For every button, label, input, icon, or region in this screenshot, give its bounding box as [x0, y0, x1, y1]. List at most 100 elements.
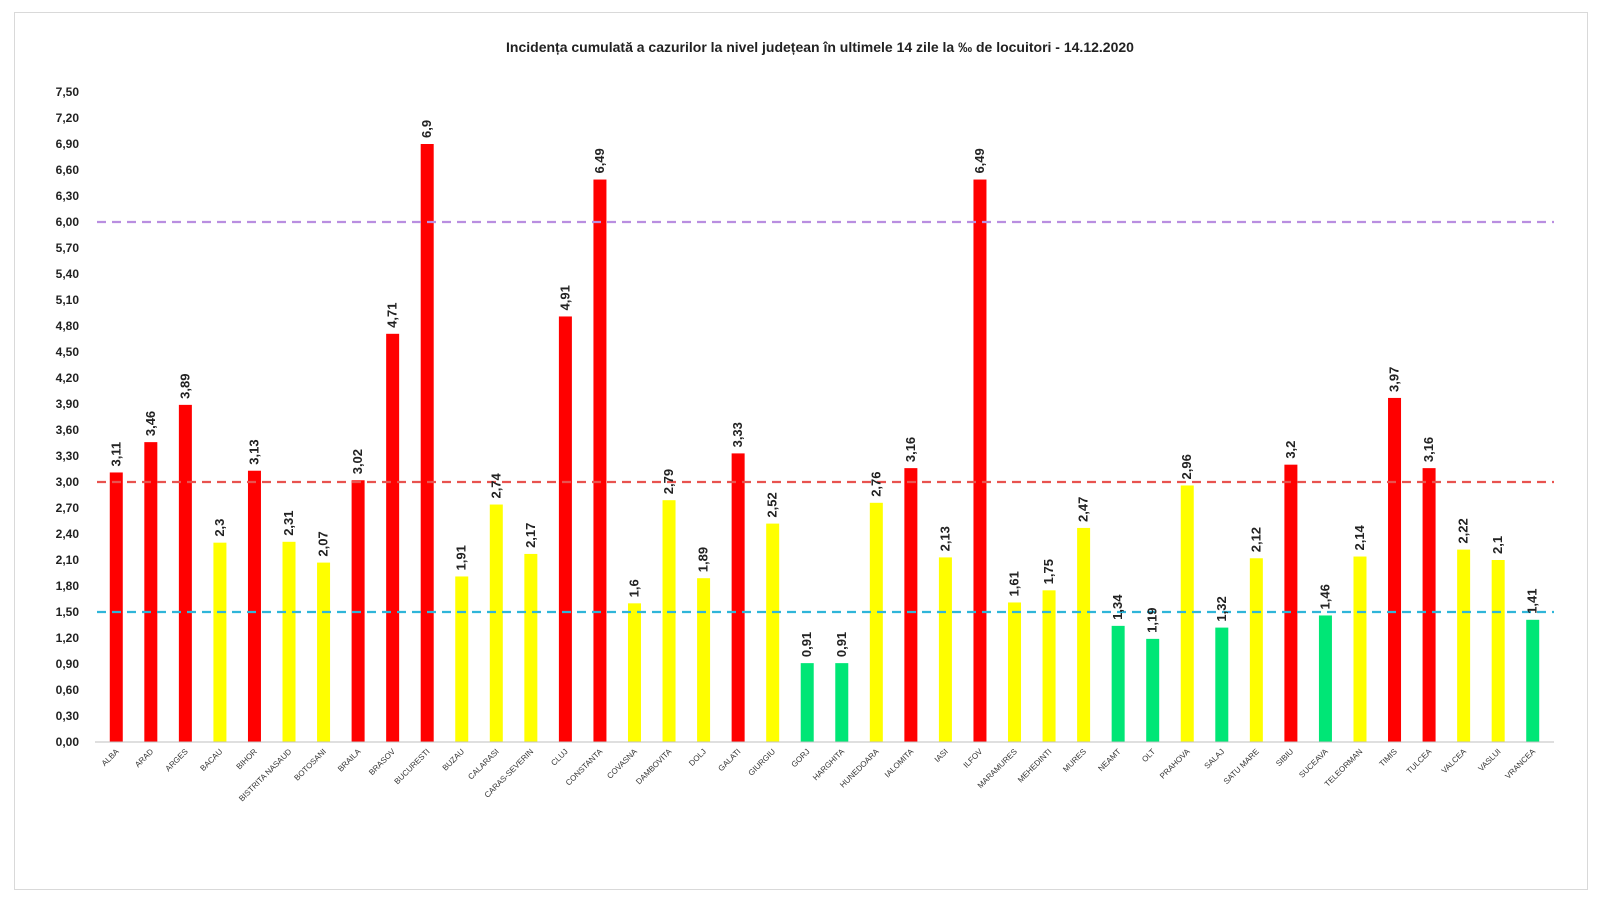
x-tick-label: SIBIU — [1274, 747, 1295, 768]
data-label: 1,19 — [1145, 608, 1160, 633]
x-tick-label: ALBA — [100, 747, 121, 768]
bar-suceava — [1318, 615, 1332, 742]
data-label: 3,16 — [903, 437, 918, 462]
y-tick-label: 2,70 — [56, 501, 80, 515]
data-label: 2,1 — [1490, 536, 1505, 554]
data-label: 1,61 — [1007, 571, 1022, 596]
data-label: 3,16 — [1421, 437, 1436, 462]
x-tick-label: GORJ — [790, 747, 812, 769]
data-label: 3,89 — [177, 374, 192, 399]
data-label: 4,91 — [557, 285, 572, 310]
x-tick-label: MEHEDINTI — [1016, 747, 1053, 784]
data-label: 2,3 — [212, 519, 227, 537]
x-tick-label: SALAJ — [1203, 747, 1227, 771]
y-tick-label: 0,30 — [56, 709, 80, 723]
bar-giurgiu — [766, 523, 780, 742]
x-tick-label: COVASNA — [605, 747, 639, 781]
data-label: 1,32 — [1214, 596, 1229, 621]
x-tick-label: HARGHITA — [811, 747, 847, 783]
x-tick-label: VRANCEA — [1503, 747, 1537, 781]
chart-frame: Incidența cumulată a cazurilor la nivel … — [14, 12, 1588, 890]
x-tick-label: BACAU — [198, 747, 224, 773]
x-tick-label: BRAILA — [336, 747, 363, 774]
bar-maramures — [1008, 602, 1022, 742]
bar-caras-severin — [524, 553, 538, 742]
x-tick-label: TULCEA — [1405, 747, 1434, 776]
x-tick-label: VALCEA — [1440, 747, 1469, 776]
y-tick-label: 2,10 — [56, 553, 80, 567]
value-labels: 3,11 3,46 3,89 2,3 3,13 2,31 2,07 3,02 4,71 6,9 1,… — [108, 120, 1539, 657]
bar-prahova — [1180, 485, 1194, 742]
data-label: 4,71 — [385, 302, 400, 327]
x-tick-label: BIHOR — [235, 747, 259, 771]
data-label: 1,6 — [626, 579, 641, 597]
data-label: 2,76 — [868, 471, 883, 496]
x-tick-label: VASLUI — [1477, 747, 1503, 773]
x-tick-label: CONSTANTA — [564, 747, 605, 788]
data-label: 2,17 — [523, 523, 538, 548]
data-label: 3,2 — [1283, 441, 1298, 459]
y-tick-label: 3,60 — [56, 423, 80, 437]
data-label: 3,33 — [730, 422, 745, 447]
bar-arad — [144, 442, 158, 742]
bar-ilfov — [973, 179, 987, 743]
bar-dolj — [697, 578, 711, 742]
y-tick-label: 0,60 — [56, 683, 80, 697]
data-label: 3,11 — [108, 442, 123, 467]
data-label: 1,91 — [454, 545, 469, 570]
y-tick-label: 6,90 — [56, 137, 80, 151]
y-tick-label: 7,20 — [56, 111, 80, 125]
data-label: 0,91 — [799, 632, 814, 657]
bar-chart: Incidența cumulată a cazurilor la nivel … — [56, 39, 1554, 803]
x-tick-label: GALATI — [716, 747, 742, 773]
data-label: 3,46 — [143, 411, 158, 436]
x-tick-label: CLUJ — [549, 747, 570, 768]
bar-olt — [1146, 638, 1160, 742]
x-tick-label: PRAHOVA — [1158, 747, 1192, 781]
y-tick-label: 1,80 — [56, 579, 80, 593]
bar-satu-mare — [1249, 558, 1263, 742]
y-tick-label: 3,30 — [56, 449, 80, 463]
data-label: 2,47 — [1076, 497, 1091, 522]
data-label: 2,74 — [488, 472, 503, 498]
y-tick-label: 4,80 — [56, 319, 80, 333]
data-label: 3,97 — [1387, 367, 1402, 392]
bar-gorj — [800, 663, 814, 742]
bar-bistrita-nasaud — [282, 541, 296, 742]
data-label: 2,96 — [1179, 454, 1194, 479]
x-tick-label: ILFOV — [962, 747, 985, 770]
data-label: 2,12 — [1248, 527, 1263, 552]
reference-lines — [97, 220, 1554, 614]
bar-neamt — [1111, 625, 1125, 742]
x-tick-label: IALOMITA — [883, 747, 916, 780]
x-tick-label: TIMIS — [1377, 747, 1398, 768]
y-tick-label: 5,70 — [56, 241, 80, 255]
data-label: 0,91 — [834, 632, 849, 657]
bar-mehedinti — [1042, 590, 1056, 742]
bar-bihor — [247, 470, 261, 742]
x-tick-label: MURES — [1061, 747, 1088, 774]
bar-vaslui — [1491, 560, 1505, 742]
y-tick-label: 1,20 — [56, 631, 80, 645]
y-tick-label: 5,10 — [56, 293, 80, 307]
bar-teleorman — [1353, 556, 1367, 742]
data-label: 6,49 — [972, 148, 987, 173]
y-axis: 0,00 0,30 0,60 0,90 1,20 1,50 1,80 2,10 2,40 2,70… — [56, 85, 80, 749]
chart-title: Incidența cumulată a cazurilor la nivel … — [506, 39, 1134, 55]
bar-brasov — [386, 333, 400, 742]
bar-cluj — [558, 316, 572, 742]
bar-arges — [178, 404, 192, 742]
bar-mures — [1077, 527, 1091, 742]
bar-harghita — [835, 663, 849, 742]
bar-salaj — [1215, 627, 1229, 742]
bar-bacau — [213, 542, 227, 742]
bar-calarasi — [489, 504, 503, 742]
bar-ialomita — [904, 468, 918, 742]
x-tick-label: BUZAU — [441, 747, 467, 773]
y-tick-label: 0,90 — [56, 657, 80, 671]
data-label: 2,13 — [937, 526, 952, 551]
bars — [109, 144, 1540, 743]
y-tick-label: 4,20 — [56, 371, 80, 385]
y-tick-label: 6,00 — [56, 215, 80, 229]
